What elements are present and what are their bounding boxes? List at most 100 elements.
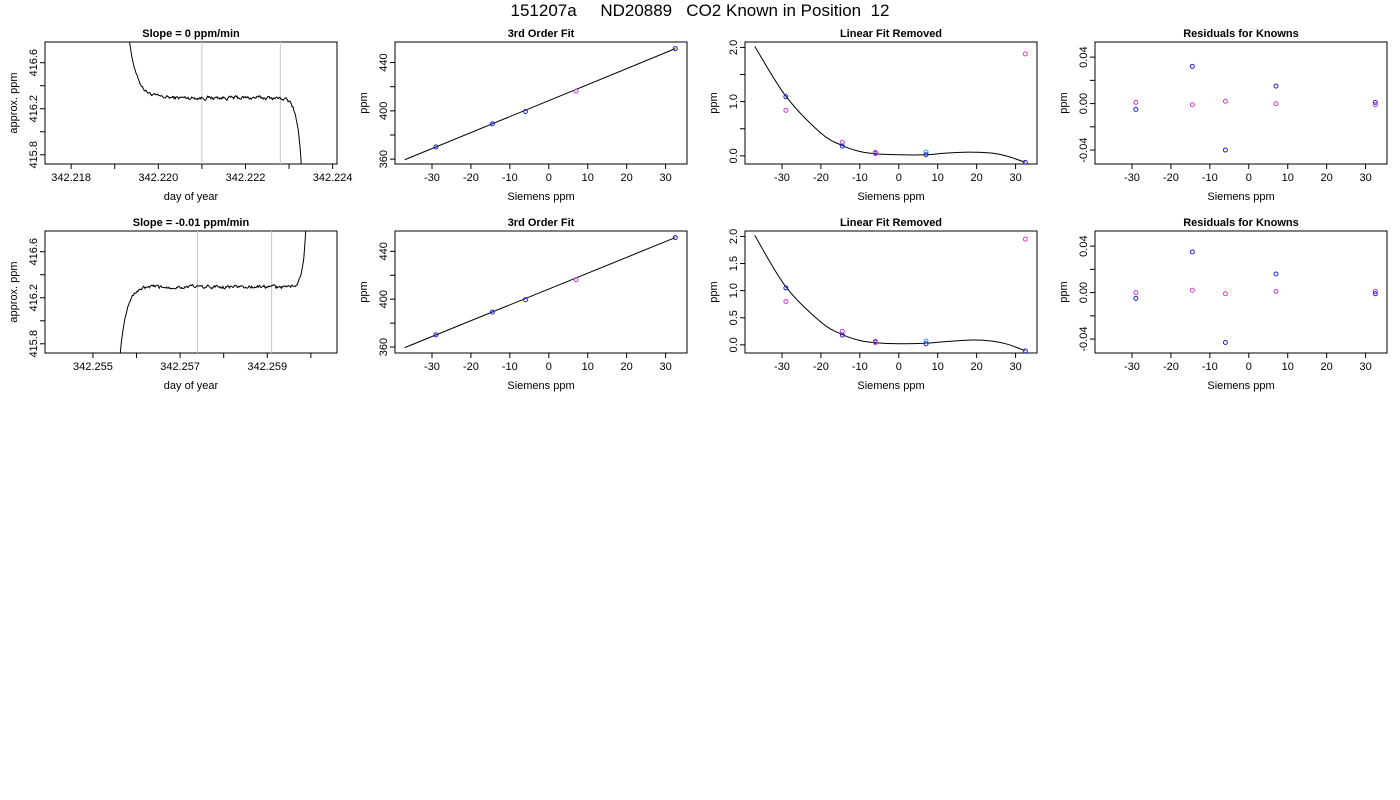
data-point xyxy=(1372,288,1378,294)
data-point xyxy=(522,297,528,303)
x-tick-label: 10 xyxy=(1282,361,1294,373)
y-tick-label: 1.5 xyxy=(728,256,740,271)
data-point xyxy=(923,341,929,347)
page-title: 151207a ND20889 CO2 Known in Position 12 xyxy=(510,1,890,20)
x-tick-label: 10 xyxy=(582,172,594,184)
y-tick-label: 416.6 xyxy=(28,238,40,266)
plot-frame xyxy=(1094,230,1388,354)
x-tick-label: -20 xyxy=(813,172,829,184)
data-point xyxy=(1372,102,1378,108)
data-point xyxy=(489,121,495,127)
chart-title: Linear Fit Removed xyxy=(840,217,942,229)
fit-line xyxy=(404,48,676,161)
x-tick-label: 20 xyxy=(971,172,983,184)
x-tick-label: 342.222 xyxy=(226,172,266,184)
data-point xyxy=(839,143,845,149)
chart-title: Residuals for Knowns xyxy=(1183,28,1299,40)
panel-row2-linear-removed: Linear Fit Removed -30 -20 -10 0 10 20 30 0.0 0.5… xyxy=(708,217,1038,392)
x-axis-label: Siemens ppm xyxy=(507,191,574,203)
data-point xyxy=(783,285,789,291)
data-point xyxy=(433,332,439,338)
y-tick-label: 440 xyxy=(378,242,390,260)
data-point xyxy=(1273,288,1279,294)
y-tick-label: 1.0 xyxy=(728,283,740,298)
data-point xyxy=(1222,147,1228,153)
x-tick-label: -30 xyxy=(424,361,440,373)
data-point xyxy=(1372,99,1378,105)
y-tick-label: 415.8 xyxy=(28,141,40,169)
plot-frame xyxy=(744,230,1038,354)
data-point xyxy=(872,340,878,346)
x-tick-label: 20 xyxy=(621,172,633,184)
data-point xyxy=(1133,99,1139,105)
trace-line xyxy=(129,42,302,164)
x-tick-label: 10 xyxy=(582,361,594,373)
x-tick-label: 30 xyxy=(1009,361,1021,373)
x-tick-label: 20 xyxy=(621,361,633,373)
x-tick-label: 342.220 xyxy=(138,172,178,184)
data-point xyxy=(1189,63,1195,69)
x-tick-label: -30 xyxy=(774,361,790,373)
plot-area xyxy=(754,235,1026,352)
y-axis-label: approx. ppm xyxy=(8,261,20,322)
panel-row2-fit: 3rd Order Fit -30 -20 -10 0 10 20 30 360 400 440 Si… xyxy=(358,217,688,392)
y-tick-label: 360 xyxy=(378,150,390,168)
chart-title: 3rd Order Fit xyxy=(508,28,575,40)
x-tick-label: 30 xyxy=(1359,361,1371,373)
fit-line xyxy=(404,237,676,349)
y-tick-label: 1.0 xyxy=(728,94,740,109)
x-tick-label: 20 xyxy=(971,361,983,373)
panel-row1-residuals: Residuals for Knowns -30 -20 -10 0 10 20 30 -0.0… xyxy=(1058,28,1388,203)
x-tick-label: -10 xyxy=(502,172,518,184)
x-axis-label: Siemens ppm xyxy=(857,191,924,203)
data-point xyxy=(433,144,439,150)
y-axis-label: ppm xyxy=(358,281,370,302)
data-point xyxy=(1133,290,1139,296)
plot-frame xyxy=(44,230,338,354)
x-tick-label: -20 xyxy=(1163,172,1179,184)
x-tick-label: 20 xyxy=(1321,172,1333,184)
y-tick-label: 0.04 xyxy=(1078,235,1090,256)
y-tick-label: 2.0 xyxy=(728,40,740,55)
y-tick-label: 440 xyxy=(378,53,390,71)
y-tick-label: 0.5 xyxy=(728,310,740,325)
y-tick-label: 2.0 xyxy=(728,229,740,244)
x-tick-label: 0 xyxy=(1246,361,1252,373)
plot-area xyxy=(119,231,307,353)
x-tick-label: -20 xyxy=(813,361,829,373)
data-point xyxy=(1022,159,1028,165)
y-tick-label: 416.2 xyxy=(28,95,40,123)
x-tick-label: 0 xyxy=(546,172,552,184)
chart-title: Linear Fit Removed xyxy=(840,28,942,40)
data-point xyxy=(1189,102,1195,108)
x-tick-label: 20 xyxy=(1321,361,1333,373)
y-tick-label: 400 xyxy=(378,290,390,308)
x-tick-label: -20 xyxy=(1163,361,1179,373)
panel-row2-residuals: Residuals for Knowns -30 -20 -10 0 10 20 30 -0.0… xyxy=(1058,217,1388,392)
plot-area xyxy=(404,48,676,161)
fit-curve xyxy=(754,46,1026,163)
x-tick-label: 30 xyxy=(1009,172,1021,184)
x-tick-label: -30 xyxy=(1124,361,1140,373)
y-axis-label: ppm xyxy=(358,92,370,113)
data-point xyxy=(672,46,678,52)
chart-title: Residuals for Knowns xyxy=(1183,217,1299,229)
x-tick-label: 342.218 xyxy=(51,172,91,184)
data-point xyxy=(1222,98,1228,104)
x-tick-label: 0 xyxy=(896,361,902,373)
data-point xyxy=(1189,287,1195,293)
x-tick-label: -10 xyxy=(852,172,868,184)
data-point xyxy=(872,151,878,157)
x-tick-label: -10 xyxy=(502,361,518,373)
chart-title: 3rd Order Fit xyxy=(508,217,575,229)
data-point xyxy=(783,107,789,113)
data-point xyxy=(672,235,678,241)
x-axis-label: Siemens ppm xyxy=(1207,191,1274,203)
y-tick-label: 416.2 xyxy=(28,284,40,312)
plot-frame xyxy=(394,230,688,354)
data-point xyxy=(1022,236,1028,242)
panel-row2-trace: Slope = -0.01 ppm/min 342.255 342.257 342.2… xyxy=(8,217,338,392)
x-axis-label: day of year xyxy=(164,380,219,392)
data-point xyxy=(573,277,579,283)
x-tick-label: -30 xyxy=(774,172,790,184)
